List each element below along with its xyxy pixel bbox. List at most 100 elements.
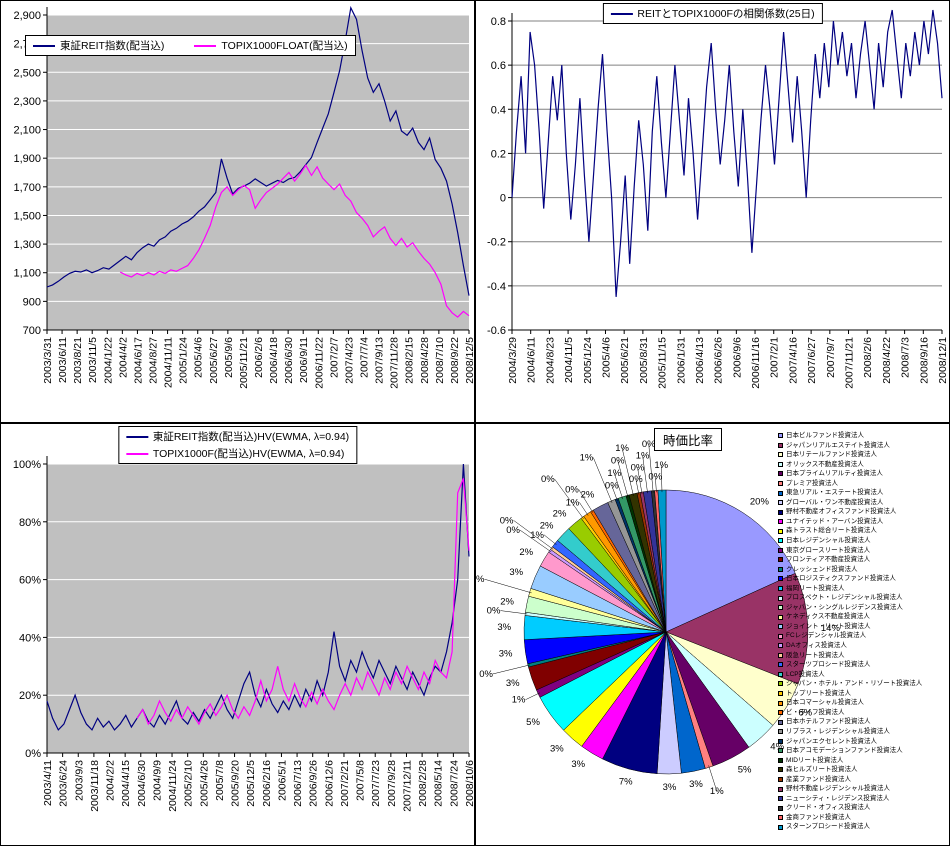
legend-label: TOPIX1000FLOAT(配当込) [221,40,348,52]
pie-slice-label: 0% [500,515,514,526]
pie-legend-item: 日本ロジスティクスファンド投資法人 [778,574,948,584]
pie-legend-item: オリックス不動産投資法人 [778,460,948,470]
legend-label: 東京グロースリート投資法人 [786,546,871,554]
x-tick-label: 2005/8/31 [638,337,650,384]
y-tick-label: -0.6 [487,325,506,337]
y-tick-label: -0.2 [487,237,506,249]
y-tick-label: 1,500 [13,210,41,222]
x-tick-label: 2004/1/22 [102,337,114,384]
x-tick-label: 2005/6/21 [619,337,631,384]
legend-label: 産業ファンド投資法人 [786,775,851,783]
x-tick-label: 2006/9/11 [298,337,310,383]
x-tick-label: 2007/4/16 [787,337,799,384]
pie-slice-label: 3% [663,782,677,793]
legend-label: フロンティア不動産投資法人 [786,556,871,564]
pie-legend-item: 阪急リート投資法人 [778,651,948,661]
x-tick-label: 2003/6/11 [57,337,69,383]
x-tick-label: 2004/11/11 [163,337,175,388]
legend-swatch [778,652,783,658]
legend-label: ユナイテッド・アーバン投資法人 [786,517,884,525]
legend-swatch [778,519,783,525]
legend-label: ジャパンリアルエステイト投資法人 [786,441,890,449]
x-tick-label: 2007/11/28 [389,337,401,389]
legend-label: FCレジデンシャル投資法人 [786,632,867,640]
x-tick-label: 2008/7/24 [448,760,460,807]
series-line-sample [125,452,148,455]
x-tick-label: 2005/9/20 [230,760,242,807]
correlation-chart: -0.6 -0.4 -0.2 0 0.2 0.4 0.6 0.8 2004/3/29 2004/6… [487,9,949,389]
series-line [46,463,470,731]
y-tick-label: 1,100 [13,268,41,280]
x-tick-label: 2008/12/5 [464,337,474,384]
pie-slice-label: 1% [566,497,580,508]
y-tick-label: 20% [19,690,41,702]
legend-item: REITとTOPIX1000Fの相関係数(25日) [610,6,815,21]
legend-label: 東証REIT指数(配当込)HV(EWMA, λ=0.94) [152,431,350,443]
pie-slice-label: 0% [506,525,520,536]
legend-swatch [778,624,783,630]
legend-label: 東急リアル・エステート投資法人 [786,489,884,497]
legend-label: TOPIX1000F(配当込)HV(EWMA, λ=0.94) [152,448,345,460]
x-tick-label: 2008/9/16 [918,337,930,384]
x-tick-label: 2003/9/3 [73,760,85,801]
y-tick-label: 60% [19,575,41,587]
x-tick-label: 2004/9/9 [151,760,163,801]
pie-legend-item: ジャパンリアルエステイト投資法人 [778,441,948,451]
legend-swatch [778,605,783,611]
pie-legend-item: 日本プライムリアルティ投資法人 [778,469,948,479]
legend-label: スターンプロシード投資法人 [786,823,870,831]
legend-swatch [778,452,783,458]
legend-swatch [778,557,783,563]
pie-slice-label: 1% [580,453,594,464]
legend-item: 東証REIT指数(配当込)HV(EWMA, λ=0.94) [125,429,350,444]
market-cap-pie-chart: 20%14%6%4%5%1%3%3%7%3%3%5%1%3%0%3%3%0%2%… [476,439,840,797]
volatility-legend: 東証REIT指数(配当込)HV(EWMA, λ=0.94) TOPIX1000F… [117,426,358,464]
pie-slice-label: 3% [571,759,585,770]
x-tick-label: 2007/9/13 [374,337,386,384]
pie-slice-label: 2% [553,508,567,519]
legend-label: 日本ビルファンド投資法人 [786,432,864,439]
legend-swatch [778,805,783,811]
legend-swatch [778,710,783,716]
legend-swatch [778,786,783,792]
legend-label: 日本レジデンシャル投資法人 [786,537,871,545]
legend-item: 東証REIT指数(配当込) [33,38,164,53]
x-tick-label: 2004/11/5 [563,337,575,383]
legend-label: 野村不動産レジデンシャル投資法人 [786,785,890,793]
pie-legend-item: グローバル・ワン不動産投資法人 [778,498,948,508]
pie-legend-item: ジョイント・リート投資法人 [778,622,948,632]
pie-slice-label: 1% [710,786,724,797]
y-tick-label: 900 [23,296,41,308]
x-tick-label: 2008/10/6 [464,760,474,807]
legend-swatch [778,471,783,477]
pie-slice-label: 3% [689,779,703,790]
pie-slice-label: 3% [509,567,523,578]
x-tick-label: 2005/4/26 [198,760,210,807]
pie-slice-label: 2% [540,520,554,531]
legend-label: 日本コマーシャル投資法人 [786,699,864,707]
legend-swatch [778,748,783,754]
x-tick-label: 2006/4/13 [694,337,706,384]
pie-slice-label: 1% [512,695,526,706]
x-tick-label: 2004/3/29 [507,337,519,384]
legend-label: トップリート投資法人 [786,689,851,697]
pie-slice-label: 20% [750,497,770,508]
x-tick-label: 2007/2/1 [769,337,781,378]
legend-label: 日本プライムリアルティ投資法人 [786,470,883,478]
y-tick-label: 1,700 [13,182,41,194]
x-tick-label: 2006/2/16 [261,760,273,807]
pie-slice-label: 0% [487,606,501,617]
legend-label: グローバル・ワン不動産投資法人 [786,498,884,506]
series-line-sample [194,44,217,47]
x-tick-label: 2008/2/28 [417,760,429,807]
legend-label: 野村不動産オフィスファンド投資法人 [786,508,897,516]
legend-swatch [778,719,783,725]
legend-swatch [778,433,783,439]
x-tick-label: 2007/5/8 [355,760,367,801]
legend-label: スターツプロシード投資法人 [786,661,871,669]
legend-swatch [778,691,783,697]
panel-volatility: 0% 20% 40% 60% 80% 100% 2003/4/11 2003/6/24 2003… [0,423,475,846]
pie-legend-item: MIDリート投資法人 [778,756,948,766]
pie-legend-item: 日本アコモデーションファンド投資法人 [778,746,948,756]
legend-swatch [778,757,783,763]
